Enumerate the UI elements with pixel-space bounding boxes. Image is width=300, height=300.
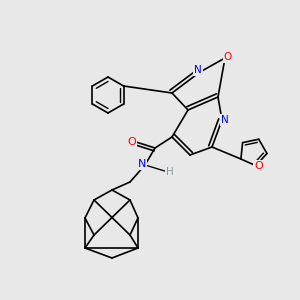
Text: N: N — [221, 115, 229, 125]
Text: O: O — [254, 161, 263, 171]
Text: O: O — [128, 137, 136, 147]
Text: N: N — [138, 159, 146, 169]
Text: O: O — [224, 52, 232, 62]
Text: H: H — [166, 167, 174, 177]
Text: N: N — [194, 65, 202, 75]
